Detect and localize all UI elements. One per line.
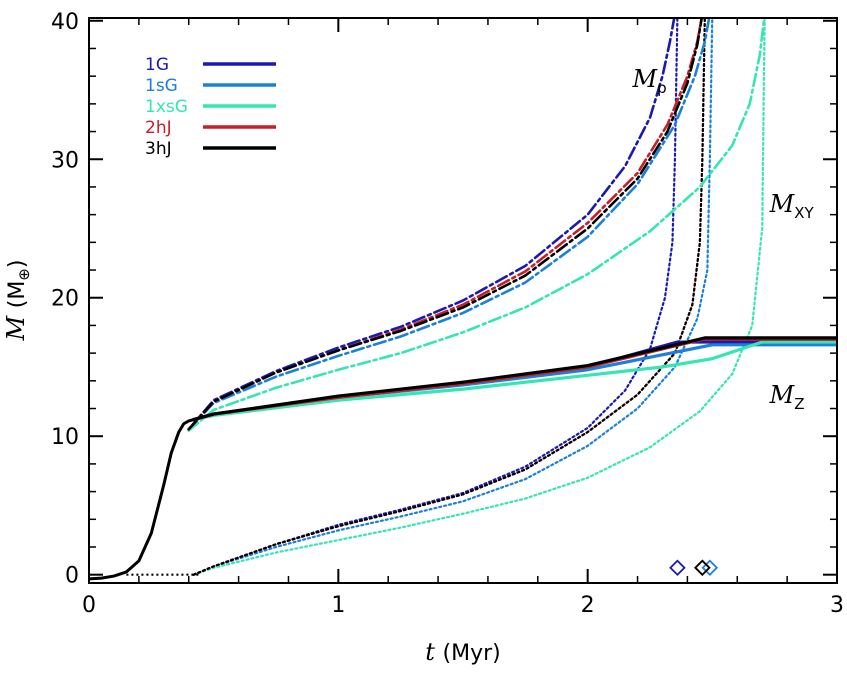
annotation-sub: XY <box>794 204 814 222</box>
legend-label-1sG: 1sG <box>145 76 178 96</box>
series-1xsG-Mz-line <box>192 340 837 422</box>
x-axis-label: t (Myr) <box>425 638 501 666</box>
annotation-Mp: Mp <box>632 65 667 97</box>
diamond-marker-1sG <box>701 559 719 577</box>
y-tick-label: 10 <box>51 425 79 450</box>
annotation-sub: p <box>657 79 667 97</box>
series-1G-Mz-line <box>192 340 837 422</box>
legend-label-1xsG: 1xsG <box>145 97 188 117</box>
series-1sG-Mp-line <box>187 18 711 431</box>
diamond-marker-3hJ <box>694 559 711 577</box>
legend-label-3hJ: 3hJ <box>145 139 172 159</box>
y-axis-unit-close: ) <box>5 260 30 269</box>
series-layer <box>89 18 837 581</box>
series-1G-Mp-line <box>187 18 676 431</box>
annotation-MXY: MXY <box>769 190 815 222</box>
y-tick-label: 20 <box>51 287 79 312</box>
annotation-main: M <box>769 381 796 409</box>
y-axis-unit-sub: ⊕ <box>15 268 33 281</box>
y-tick-label: 30 <box>51 148 79 173</box>
annotation-sub: Z <box>794 395 804 413</box>
y-tick-label: 0 <box>65 564 79 589</box>
annotation-main: M <box>769 190 796 218</box>
plot-frame <box>88 17 838 584</box>
annotation-MZ: MZ <box>769 381 805 413</box>
series-3hJ-Mz-line <box>192 336 837 422</box>
series-1G-Mxy-line <box>192 18 679 576</box>
y-axis-unit: (M <box>5 281 30 309</box>
x-tick-label: 3 <box>830 593 844 618</box>
x-tick-label: 1 <box>331 593 345 618</box>
x-tick-label: 0 <box>82 593 96 618</box>
series-3hJ-Mp-line <box>187 18 704 431</box>
series-1xsG-Mxy-line <box>192 18 766 576</box>
series-2hJ-Mp-line <box>187 18 703 431</box>
legend-label-1G: 1G <box>145 55 169 75</box>
y-axis-symbol: M <box>2 308 30 341</box>
x-axis-symbol: t <box>425 638 442 666</box>
legend-label-2hJ: 2hJ <box>145 118 172 138</box>
diamond-marker-1G <box>669 559 686 577</box>
y-axis-label: M (M⊕) <box>2 260 33 342</box>
series-3hJ-Mxy-line <box>192 18 706 576</box>
core-growth-line <box>89 418 195 581</box>
series-1sG-Mxy-line <box>192 18 714 576</box>
plot-area <box>89 18 837 581</box>
y-tick-label: 40 <box>51 10 79 35</box>
annotation-main: M <box>632 65 659 93</box>
series-2hJ-Mxy-line <box>192 18 706 576</box>
x-axis-unit: (Myr) <box>443 641 501 666</box>
x-tick-label: 2 <box>581 593 595 618</box>
series-1xsG-Mp-line <box>187 18 766 432</box>
